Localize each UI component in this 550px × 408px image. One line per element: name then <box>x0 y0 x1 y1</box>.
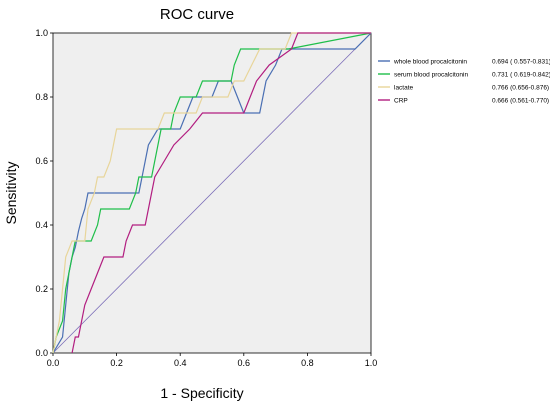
axis-ticks: 0.0 0.2 0.4 0.6 0.8 1.0 0.0 0.2 0.4 0.6 0.8 1.0 <box>35 28 377 368</box>
legend-label-whole-blood-procalcitonin: whole blood procalcitonin <box>393 59 467 66</box>
x-tick-label: 1.0 <box>365 358 378 368</box>
x-tick-label: 0.6 <box>238 358 251 368</box>
series-line-lactate <box>52 32 371 354</box>
legend-auc-whole-blood-procalcitonin: 0.694 ( 0.557-0.831) <box>492 59 550 66</box>
legend-auc-serum-blood-procalcitonin: 0.731 ( 0.619-0.842) <box>492 72 550 79</box>
x-tick-label: 0.8 <box>301 358 314 368</box>
y-axis-label: Sensitivity <box>3 161 19 224</box>
y-tick-label: 1.0 <box>35 28 48 38</box>
x-axis-label: 1 - Specificity <box>160 385 243 401</box>
x-tick-label: 0.4 <box>174 358 187 368</box>
y-tick-label: 0.0 <box>35 348 48 358</box>
legend-label-lactate: lactate <box>394 85 414 92</box>
reference-line <box>52 32 372 354</box>
y-tick-label: 0.6 <box>35 156 48 166</box>
legend-label-serum-blood-procalcitonin: serum blood procalcitonin <box>394 72 468 79</box>
plot-lines <box>52 32 372 354</box>
legend-auc-lactate: 0.766 (0.656-0.876) <box>492 85 549 92</box>
legend-auc-crp: 0.666 (0.561-0.770) <box>492 98 549 105</box>
legend-label-crp: CRP <box>394 98 408 105</box>
chart-title: ROC curve <box>160 6 234 23</box>
legend: whole blood procalcitonin 0.694 ( 0.557-0… <box>378 59 550 105</box>
y-tick-label: 0.8 <box>35 92 48 102</box>
series-line-crp <box>71 32 371 354</box>
y-tick-label: 0.2 <box>35 284 48 294</box>
series-line-serum-blood-procalcitonin <box>52 32 372 354</box>
y-tick-label: 0.4 <box>35 220 48 230</box>
x-tick-label: 0.2 <box>110 358 123 368</box>
x-tick-label: 0.0 <box>47 358 60 368</box>
